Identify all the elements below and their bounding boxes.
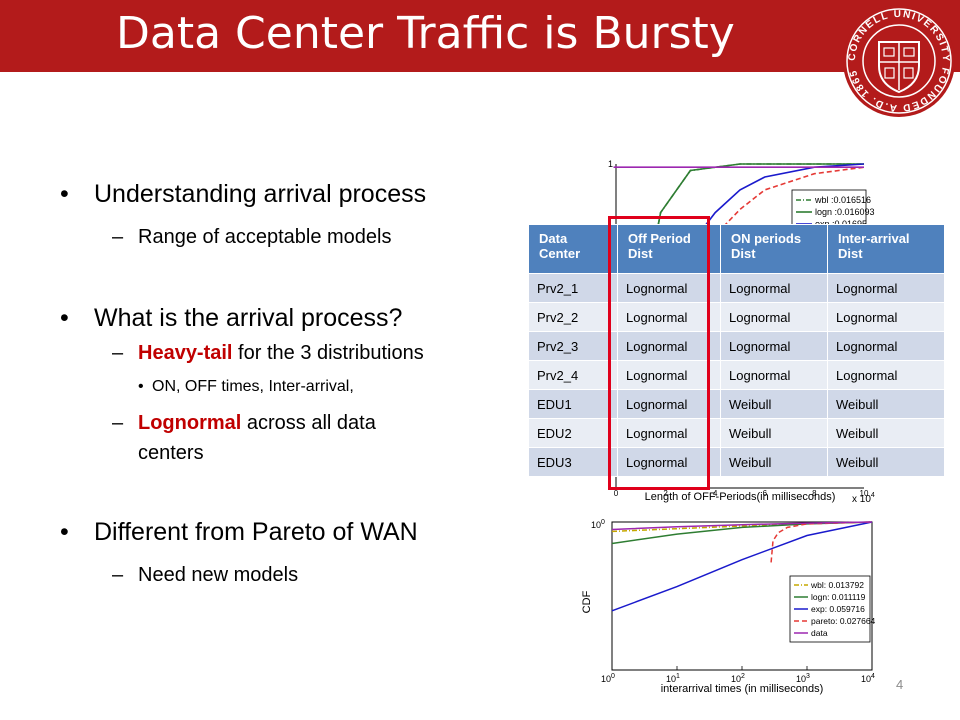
sub-bullet-text: for the 3 distributions <box>232 342 424 364</box>
bullet-arrival-process: Understanding arrival process <box>60 180 426 209</box>
chart1-x-multiplier: x 104 <box>852 492 875 504</box>
cell-on-period: Lognormal <box>720 273 828 303</box>
chart1-x-tick-label: 8 <box>812 489 817 498</box>
cell-off-period: Lognormal <box>617 360 721 390</box>
title-bar: Data Center Traffic is Bursty <box>0 0 960 72</box>
heavy-tail-emphasis: Heavy-tail <box>138 342 233 364</box>
cell-on-period: Lognormal <box>720 302 828 332</box>
table-row: EDU3 Lognormal Weibull Weibull <box>528 447 945 477</box>
chart2-y-tick-label: 100 <box>591 519 605 530</box>
cell-off-period: Lognormal <box>617 418 721 448</box>
cell-data-center: EDU3 <box>528 447 618 477</box>
sub-bullet-lognormal: – Lognormal across all data <box>112 412 376 434</box>
cell-off-period: Lognormal <box>617 331 721 361</box>
bullet-pareto: Different from Pareto of WAN <box>60 518 418 547</box>
cell-data-center: EDU2 <box>528 418 618 448</box>
table-row: EDU2 Lognormal Weibull Weibull <box>528 418 945 448</box>
chart2-legend-entry: data <box>811 628 828 638</box>
bullet-what-is-arrival: What is the arrival process? <box>60 304 403 333</box>
chart1-y-tick-label: 1 <box>608 159 613 169</box>
page-number: 4 <box>896 677 904 692</box>
chart2-x-tick-label: 101 <box>666 673 680 684</box>
chart1-legend-entry: wbl :0.016516 <box>814 195 871 205</box>
chart1-x-tick-label: 0 <box>614 489 619 498</box>
sub-bullet-new-models: – Need new models <box>112 564 299 586</box>
cell-on-period: Lognormal <box>720 331 828 361</box>
cell-off-period: Lognormal <box>617 273 721 303</box>
cell-off-period: Lognormal <box>617 302 721 332</box>
header-on-periods: ON periods Dist <box>720 224 828 274</box>
header-off-period: Off Period Dist <box>617 224 721 274</box>
sub-bullet-text: across all data <box>241 412 376 434</box>
chart2-series-line-4 <box>611 521 873 531</box>
cell-on-period: Weibull <box>720 418 828 448</box>
cell-on-period: Weibull <box>720 447 828 477</box>
cell-data-center: Prv2_1 <box>528 273 618 303</box>
chart2-y-label: CDF <box>581 590 593 613</box>
cell-inter-arrival: Lognormal <box>827 273 945 303</box>
chart1-legend-entry: logn :0.016093 <box>815 207 875 217</box>
chart1-x-tick-label: 10 <box>860 489 869 498</box>
table-header-row: Data Center Off Period Dist ON periods D… <box>528 224 945 274</box>
slide-title: Data Center Traffic is Bursty <box>116 8 735 59</box>
cell-inter-arrival: Weibull <box>827 389 945 419</box>
chart2-series-line-2 <box>611 521 873 612</box>
cell-off-period: Lognormal <box>617 447 721 477</box>
table-row: EDU1 Lognormal Weibull Weibull <box>528 389 945 419</box>
sub-bullet-models: – Range of acceptable models <box>112 226 392 248</box>
cell-inter-arrival: Lognormal <box>827 331 945 361</box>
header-data-center: Data Center <box>528 224 618 274</box>
cell-inter-arrival: Weibull <box>827 418 945 448</box>
chart2-x-tick-label: 103 <box>796 673 810 684</box>
chart2-x-label: interarrival times (in milliseconds) <box>661 683 824 695</box>
cell-inter-arrival: Lognormal <box>827 360 945 390</box>
interarrival-cdf-chart: 100 101 102 103 104 100 wbl: 0.013792 logn: 0.… <box>581 519 876 695</box>
highlight-box-off-period <box>608 216 710 490</box>
header-inter-arrival: Inter-arrival Dist <box>827 224 945 274</box>
cell-inter-arrival: Weibull <box>827 447 945 477</box>
sub-bullet-text: Need new models <box>138 564 299 586</box>
chart2-legend-entry: wbl: 0.013792 <box>810 580 864 590</box>
distribution-table: Data Center Off Period Dist ON periods D… <box>528 224 945 477</box>
sub-bullet-lognormal-cont: centers <box>138 442 204 464</box>
sub-bullet-heavy-tail: – Heavy-tail for the 3 distributions <box>112 342 424 364</box>
chart2-x-tick-label: 102 <box>731 673 745 684</box>
table-row: Prv2_1 Lognormal Lognormal Lognormal <box>528 273 945 303</box>
cell-inter-arrival: Lognormal <box>827 302 945 332</box>
table-row: Prv2_3 Lognormal Lognormal Lognormal <box>528 331 945 361</box>
cell-data-center: Prv2_4 <box>528 360 618 390</box>
chart2-x-tick-label: 100 <box>601 673 615 684</box>
chart1-x-label: Length of OFF-Periods(in milliseconds) <box>645 491 836 503</box>
cell-data-center: Prv2_3 <box>528 331 618 361</box>
chart1-x-tick-label: 4 <box>713 489 718 498</box>
cell-data-center: EDU1 <box>528 389 618 419</box>
cell-on-period: Weibull <box>720 389 828 419</box>
chart1-x-tick-label: 6 <box>763 489 768 498</box>
cell-data-center: Prv2_2 <box>528 302 618 332</box>
sub-sub-bullet-times: ON, OFF times, Inter-arrival, <box>138 378 354 396</box>
chart2-x-tick-label: 104 <box>861 673 875 684</box>
sub-bullet-text: Range of acceptable models <box>138 226 392 248</box>
cell-on-period: Lognormal <box>720 360 828 390</box>
chart2-series-line-0 <box>611 521 873 533</box>
chart1-x-tick-label: 2 <box>663 489 668 498</box>
table-row: Prv2_2 Lognormal Lognormal Lognormal <box>528 302 945 332</box>
lognormal-emphasis: Lognormal <box>138 412 242 434</box>
chart2-legend-entry: exp: 0.059716 <box>811 604 865 614</box>
table-row: Prv2_4 Lognormal Lognormal Lognormal <box>528 360 945 390</box>
chart2-legend-entry: logn: 0.011119 <box>811 592 866 602</box>
cornell-seal-icon: CORNELL UNIVERSITY FOUNDED A.D. 1865 <box>843 5 955 117</box>
chart2-legend-entry: pareto: 0.027664 <box>811 616 876 626</box>
